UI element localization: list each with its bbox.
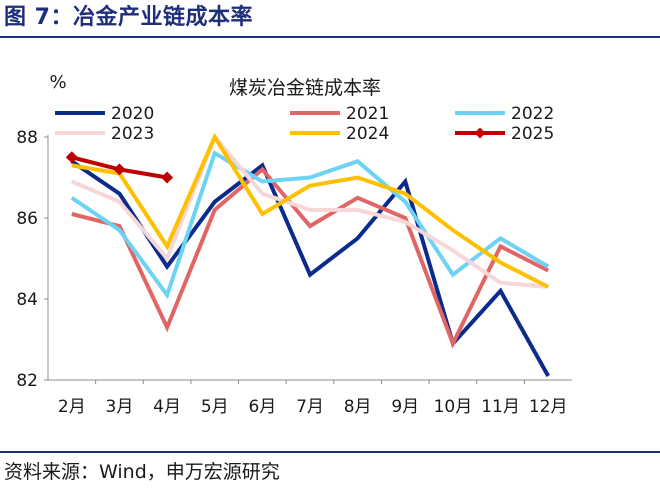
series-point-2025: [65, 151, 78, 164]
x-tick-label: 9月: [391, 397, 419, 417]
x-tick-label: 11月: [481, 397, 520, 417]
source-note: 资料来源：Wind，申万宏源研究: [4, 461, 280, 483]
footer-rule: [0, 451, 660, 453]
legend: 2020 2021 2022 2023 2024 2025: [55, 104, 554, 144]
legend-label: 2021: [346, 104, 389, 124]
x-tick-label: 8月: [344, 397, 372, 417]
x-tick-label: 4月: [153, 397, 181, 417]
y-tick-label: 82: [16, 371, 38, 391]
legend-label: 2022: [511, 104, 554, 124]
y-tick-label: 84: [16, 290, 38, 310]
legend-item-2025: 2025: [455, 124, 554, 144]
legend-item-2021: 2021: [290, 104, 389, 124]
x-tick-label: 3月: [106, 397, 134, 417]
legend-item-2020: 2020: [55, 104, 154, 124]
x-tick-label: 6月: [248, 397, 276, 417]
legend-label: 2020: [111, 104, 154, 124]
series-line-2023: [71, 133, 549, 289]
legend-marker: [474, 127, 486, 139]
legend-item-2024: 2024: [290, 124, 389, 144]
legend-label: 2024: [346, 124, 389, 144]
series-point-2025: [161, 171, 174, 184]
chart-title: 煤炭冶金链成本率: [229, 77, 381, 99]
legend-label: 2023: [111, 124, 154, 144]
series-point-2025: [113, 163, 126, 176]
y-axis-unit: %: [49, 72, 66, 93]
figure-title: 图 7：冶金产业链成本率: [4, 5, 253, 30]
legend-item-2023: 2023: [55, 124, 154, 144]
x-tick-label: 10月: [434, 397, 473, 417]
x-tick-label: 12月: [529, 397, 568, 417]
series-line-2024: [71, 132, 550, 289]
x-tick-label: 7月: [296, 397, 324, 417]
line-chart: 煤炭冶金链成本率 % 2020 2021 2022 2023 2024 2025 82 84…: [16, 72, 572, 417]
x-tick-label: 2月: [58, 397, 86, 417]
y-tick-label: 86: [16, 209, 38, 229]
plot-area: [65, 132, 550, 377]
y-tick-label: 88: [16, 128, 38, 148]
legend-label: 2025: [511, 124, 554, 144]
x-tick-label: 5月: [201, 397, 229, 417]
legend-item-2022: 2022: [455, 104, 554, 124]
axes: 82 84 86 88 2月 3月 4月 5月 6月 7月 8月 9月 10月 11月 12月: [16, 128, 572, 417]
series-line-2021: [71, 166, 550, 349]
title-rule: [0, 36, 660, 38]
